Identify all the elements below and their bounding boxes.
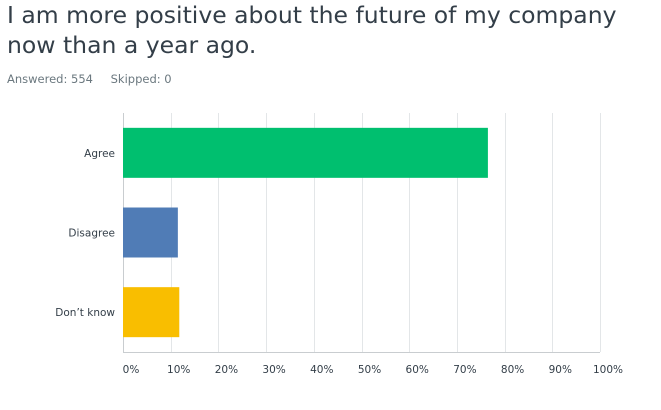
x-tick-label: 30% — [262, 364, 285, 376]
x-tick-label: 0% — [123, 364, 140, 376]
x-tick-label: 50% — [358, 364, 381, 376]
x-tick-label: 70% — [453, 364, 476, 376]
bar-agree — [123, 127, 488, 178]
x-tick-label: 20% — [215, 364, 238, 376]
bar-don-t-know — [123, 287, 180, 338]
x-tick-label: 40% — [310, 364, 333, 376]
x-tick-label: 90% — [549, 364, 572, 376]
category-label: Don’t know — [55, 307, 115, 319]
x-tick-label: 80% — [501, 364, 524, 376]
bar-disagree — [123, 207, 178, 258]
response-meta: Answered: 554 Skipped: 0 — [7, 72, 172, 86]
x-tick-label: 10% — [167, 364, 190, 376]
category-label: Disagree — [68, 228, 115, 240]
skipped-count: Skipped: 0 — [110, 72, 172, 86]
x-tick-label: 100% — [593, 364, 623, 376]
question-title: I am more positive about the future of m… — [7, 1, 617, 59]
x-tick-label: 60% — [406, 364, 429, 376]
category-label: Agree — [84, 148, 115, 160]
answered-count: Answered: 554 — [7, 72, 93, 86]
